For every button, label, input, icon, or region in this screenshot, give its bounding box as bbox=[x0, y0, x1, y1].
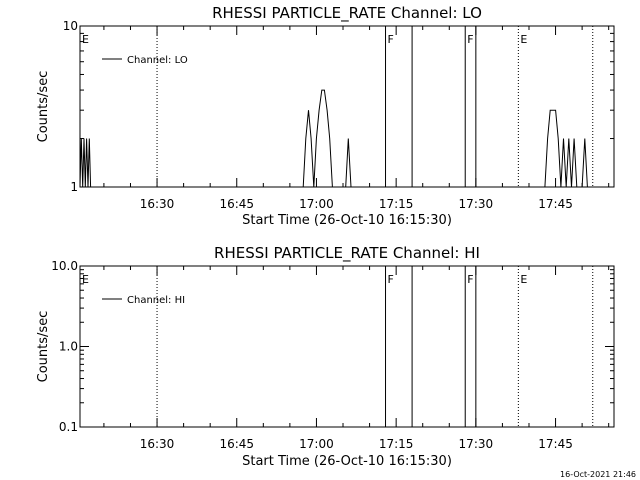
flag-label: E bbox=[82, 33, 89, 46]
y-tick-label: 1 bbox=[70, 180, 78, 194]
legend-label: Channel: LO bbox=[127, 55, 188, 66]
data-series-line bbox=[79, 89, 588, 188]
x-tick-label: 17:15 bbox=[379, 437, 414, 451]
y-tick-label: 10 bbox=[63, 19, 78, 33]
legend-label: Channel: HI bbox=[127, 295, 185, 306]
y-tick-label: 10.0 bbox=[51, 259, 78, 273]
y-axis-label: Counts/sec bbox=[36, 311, 51, 383]
flag-label: F bbox=[467, 273, 473, 286]
panel-hi: RHESSI PARTICLE_RATE Channel: HI E F F E 16:3… bbox=[36, 244, 615, 469]
plot-frame bbox=[79, 265, 615, 428]
x-tick-label: 16:30 bbox=[140, 197, 175, 211]
y-axis-label: Counts/sec bbox=[36, 71, 51, 143]
x-tick-label: 16:45 bbox=[219, 197, 254, 211]
timestamp-label: 16-Oct-2021 21:46 bbox=[560, 470, 636, 479]
x-tick-label: 16:45 bbox=[219, 437, 254, 451]
x-tick-label: 17:15 bbox=[379, 197, 414, 211]
x-tick-label: 17:45 bbox=[538, 197, 573, 211]
chart-title: RHESSI PARTICLE_RATE Channel: HI bbox=[214, 244, 480, 263]
panel-lo: RHESSI PARTICLE_RATE Channel: LO E F F E 16:3… bbox=[36, 4, 615, 228]
x-tick-label: 16:30 bbox=[140, 437, 175, 451]
flag-label: F bbox=[388, 33, 394, 46]
x-tick-label: 17:00 bbox=[299, 197, 334, 211]
flag-label: E bbox=[520, 33, 527, 46]
flag-label: F bbox=[467, 33, 473, 46]
x-tick-label: 17:00 bbox=[299, 437, 334, 451]
x-tick-label: 17:30 bbox=[459, 437, 494, 451]
chart-title: RHESSI PARTICLE_RATE Channel: LO bbox=[212, 4, 482, 23]
x-tick-label: 17:45 bbox=[538, 437, 573, 451]
plot-frame bbox=[79, 25, 615, 188]
y-tick-label: 0.1 bbox=[59, 420, 78, 434]
y-tick-label: 1.0 bbox=[59, 340, 78, 354]
flag-label: E bbox=[520, 273, 527, 286]
flag-label: E bbox=[82, 273, 89, 286]
x-axis-label: Start Time (26-Oct-10 16:15:30) bbox=[242, 213, 452, 228]
x-axis-label: Start Time (26-Oct-10 16:15:30) bbox=[242, 454, 452, 469]
x-tick-label: 17:30 bbox=[459, 197, 494, 211]
flag-label: F bbox=[388, 273, 394, 286]
